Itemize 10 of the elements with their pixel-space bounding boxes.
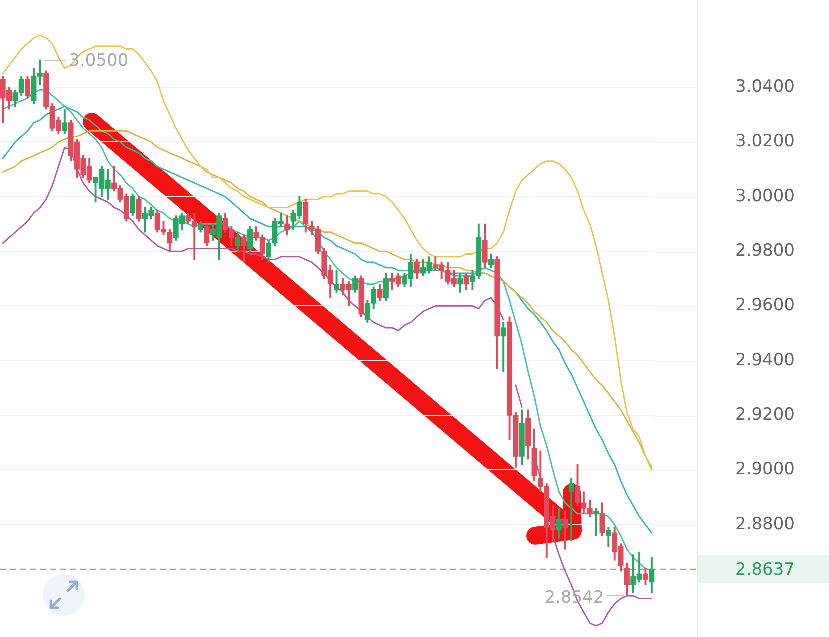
y-tick-label: 2.9000 — [736, 460, 795, 480]
ref-line-label: 2.8637 — [736, 560, 795, 580]
y-tick-label: 2.9200 — [736, 404, 795, 425]
y-tick-label: 2.9800 — [736, 240, 795, 261]
y-tick-label: 2.8800 — [736, 514, 795, 534]
y-tick-label: 2.9600 — [736, 296, 795, 316]
y-tick-label: 3.0000 — [736, 186, 795, 206]
y-tick-label: 3.0200 — [736, 132, 795, 152]
y-tick-label: 2.9400 — [736, 350, 795, 370]
y-tick-label: 3.0400 — [736, 76, 795, 97]
